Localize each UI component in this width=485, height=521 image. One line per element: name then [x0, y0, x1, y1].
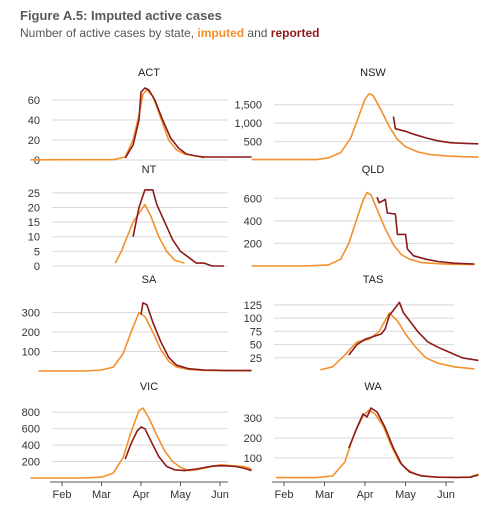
panel-title-tas: TAS [363, 274, 384, 286]
y-tick-label-qld: 200 [244, 238, 262, 250]
x-tick-label-wa: Feb [275, 489, 294, 501]
panel-title-sa: SA [142, 274, 157, 286]
x-tick-label-wa: Apr [356, 489, 373, 501]
x-tick-label-vic: Jun [211, 489, 229, 501]
y-tick-label-nsw: 1,500 [234, 100, 262, 112]
subtitle-and: and [244, 26, 271, 40]
y-tick-label-nt: 10 [28, 232, 40, 244]
y-tick-label-tas: 50 [250, 340, 262, 352]
y-tick-label-vic: 600 [22, 424, 40, 436]
subtitle-reported-key: reported [270, 26, 320, 40]
series-imputed-vic [30, 407, 252, 479]
series-reported-qld [376, 196, 475, 265]
y-tick-label-nt: 20 [28, 202, 40, 214]
y-tick-label-wa: 200 [244, 433, 262, 445]
y-tick-label-vic: 200 [22, 457, 40, 469]
series-reported-nsw [392, 116, 479, 145]
y-tick-label-tas: 25 [250, 353, 262, 365]
panel-title-wa: WA [364, 381, 382, 393]
series-imputed-sa [38, 311, 252, 372]
x-tick-label-vic: Feb [53, 489, 72, 501]
panel-title-nt: NT [142, 164, 157, 176]
y-tick-label-wa: 300 [244, 413, 262, 425]
series-reported-vic [124, 426, 252, 472]
x-tick-label-vic: Apr [132, 489, 149, 501]
y-tick-label-tas: 125 [244, 300, 262, 312]
y-tick-label-nt: 0 [34, 261, 40, 273]
y-tick-label-act: 60 [28, 95, 40, 107]
panel-title-nsw: NSW [360, 67, 386, 79]
x-tick-label-wa: Jun [437, 489, 455, 501]
y-tick-label-nt: 15 [28, 217, 40, 229]
subtitle-prefix: Number of active cases by state, [20, 26, 198, 40]
y-tick-label-vic: 800 [22, 407, 40, 419]
panel-title-vic: VIC [140, 381, 158, 393]
y-tick-label-nsw: 1,000 [234, 118, 262, 130]
y-tick-label-nt: 5 [34, 246, 40, 258]
y-tick-label-vic: 400 [22, 440, 40, 452]
y-tick-label-nt: 25 [28, 188, 40, 200]
y-tick-label-qld: 400 [244, 216, 262, 228]
x-tick-label-vic: Mar [92, 489, 111, 501]
y-tick-label-act: 40 [28, 115, 40, 127]
panel-title-qld: QLD [362, 164, 385, 176]
series-reported-tas [348, 301, 479, 362]
y-tick-label-sa: 200 [22, 327, 40, 339]
series-imputed-wa [275, 409, 479, 479]
series-reported-act [124, 87, 252, 159]
series-reported-nt [132, 189, 224, 267]
figure-subtitle: Number of active cases by state, imputed… [20, 26, 319, 40]
series-imputed-nsw [251, 92, 479, 161]
x-tick-label-wa: May [395, 489, 416, 501]
y-tick-label-act: 20 [28, 135, 40, 147]
series-imputed-act [30, 89, 205, 161]
y-tick-label-act: 0 [34, 155, 40, 167]
series-reported-sa [140, 302, 252, 372]
y-tick-label-nsw: 500 [244, 137, 262, 149]
subtitle-imputed-key: imputed [197, 26, 245, 40]
series-imputed-nt [114, 203, 185, 264]
series-reported-wa [348, 407, 479, 479]
y-tick-label-sa: 300 [22, 308, 40, 320]
y-tick-label-tas: 100 [244, 313, 262, 325]
panel-title-act: ACT [138, 67, 160, 79]
x-tick-label-vic: May [170, 489, 191, 501]
figure-title: Figure A.5: Imputed active cases [20, 8, 222, 23]
y-tick-label-qld: 600 [244, 193, 262, 205]
y-tick-label-wa: 100 [244, 453, 262, 465]
x-tick-label-wa: Mar [315, 489, 334, 501]
y-tick-label-sa: 100 [22, 347, 40, 359]
series-imputed-qld [251, 191, 475, 267]
series-imputed-tas [320, 312, 475, 371]
y-tick-label-tas: 75 [250, 326, 262, 338]
